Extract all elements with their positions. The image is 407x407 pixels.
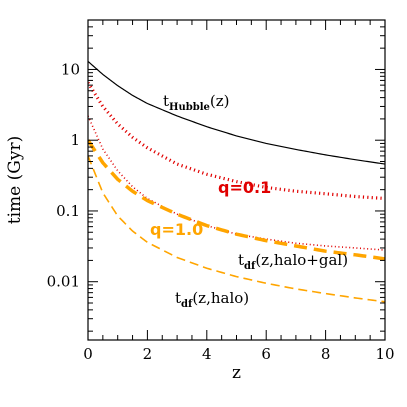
annotation-tdf-halo-gal: tdf(z,halo+gal) xyxy=(238,251,348,272)
annotation-q-0-1: q=0.1 xyxy=(218,178,271,197)
labels-layer: 0 2 4 6 8 10 0.01 0.1 1 10 xyxy=(47,60,395,363)
annotation-t-hubble: tHubble(z) xyxy=(163,92,230,113)
y-tick-label: 0.01 xyxy=(47,273,80,291)
y-axis-label: time (Gyr) xyxy=(5,136,25,224)
series-line-3 xyxy=(88,139,385,261)
annotation-tdf-halo-gal-tail: (z,halo+gal) xyxy=(255,251,348,269)
annotation-t-hubble-main: t xyxy=(163,92,169,110)
annotation-tdf-halo-sub: df xyxy=(181,299,193,310)
x-tick-label: 10 xyxy=(375,345,394,363)
annotation-tdf-halo-gal-main: t xyxy=(238,251,244,269)
x-tick-label: 8 xyxy=(321,345,331,363)
annotation-q-1-0: q=1.0 xyxy=(150,220,203,239)
series-line-1 xyxy=(88,81,385,201)
y-tick-label: 10 xyxy=(61,60,80,78)
x-tick-label: 0 xyxy=(83,345,93,363)
x-axis-label: z xyxy=(232,363,241,383)
ticks-layer xyxy=(87,19,386,340)
series-line-4 xyxy=(88,155,385,303)
x-tick-label: 2 xyxy=(143,345,153,363)
x-tick-label: 6 xyxy=(261,345,271,363)
x-tick-label: 4 xyxy=(202,345,212,363)
annotation-t-hubble-sub: Hubble xyxy=(169,102,210,113)
annotation-t-hubble-tail: (z) xyxy=(210,92,230,110)
annotation-tdf-halo-tail: (z,halo) xyxy=(192,289,249,307)
annotation-tdf-halo-main: t xyxy=(175,289,181,307)
series-line-0 xyxy=(88,60,385,165)
annotation-tdf-halo: tdf(z,halo) xyxy=(175,289,249,310)
y-tick-label: 1 xyxy=(70,131,80,149)
annotation-tdf-halo-gal-sub: df xyxy=(244,261,256,272)
curves-layer xyxy=(88,60,385,303)
y-tick-label: 0.1 xyxy=(56,202,80,220)
